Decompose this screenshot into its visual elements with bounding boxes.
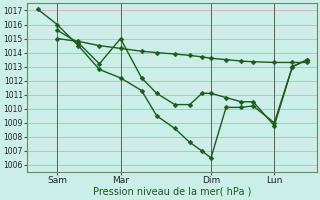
X-axis label: Pression niveau de la mer( hPa ): Pression niveau de la mer( hPa ) xyxy=(92,187,251,197)
